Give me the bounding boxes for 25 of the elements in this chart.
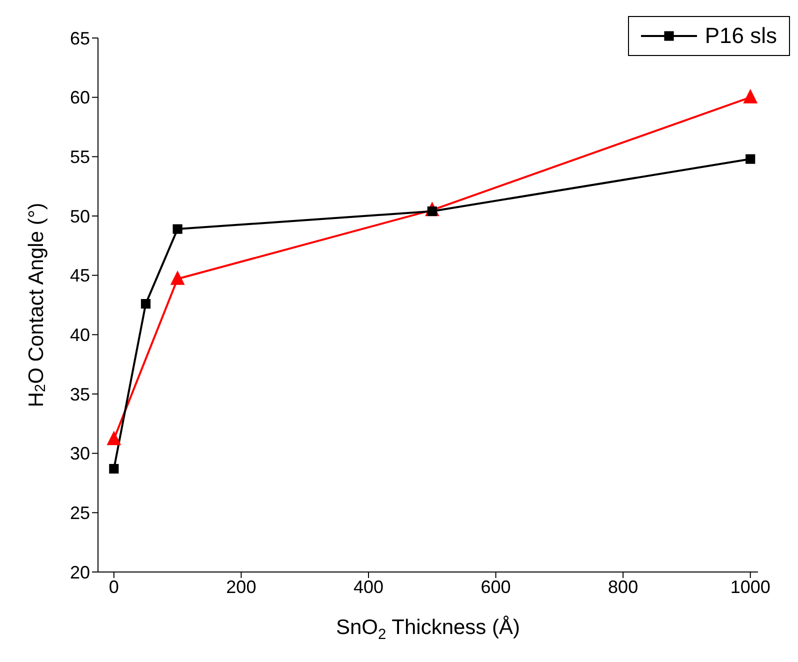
point xyxy=(140,299,151,309)
y-tick-label: 25 xyxy=(70,503,90,524)
y-tick-label: 40 xyxy=(70,325,90,346)
y-tick-label: 30 xyxy=(70,444,90,464)
point xyxy=(743,88,758,104)
y-tick-label: 45 xyxy=(70,266,90,286)
point xyxy=(106,430,122,446)
x-tick-label: 400 xyxy=(353,576,384,597)
x-tick-label: 0 xyxy=(108,576,119,597)
y-tick-label: 20 xyxy=(70,562,90,582)
legend-label: P16 sls xyxy=(704,23,777,49)
x-tick-label: 600 xyxy=(480,576,511,597)
point xyxy=(170,270,185,285)
y-tick-label: 55 xyxy=(70,147,90,168)
y-tick-label: 35 xyxy=(70,384,90,404)
point xyxy=(746,154,756,164)
x-tick-label: 800 xyxy=(608,576,638,597)
x-tick-label: 1000 xyxy=(730,576,770,597)
y-tick-label: 50 xyxy=(70,206,90,226)
x-axis-title: SnO$_{2}$ Thickness (Å) xyxy=(336,615,520,642)
point xyxy=(109,464,119,474)
y-tick-label: 60 xyxy=(70,88,90,108)
point xyxy=(172,224,182,234)
x-tick-label: 200 xyxy=(226,576,256,597)
y-tick-label: 65 xyxy=(70,28,90,48)
